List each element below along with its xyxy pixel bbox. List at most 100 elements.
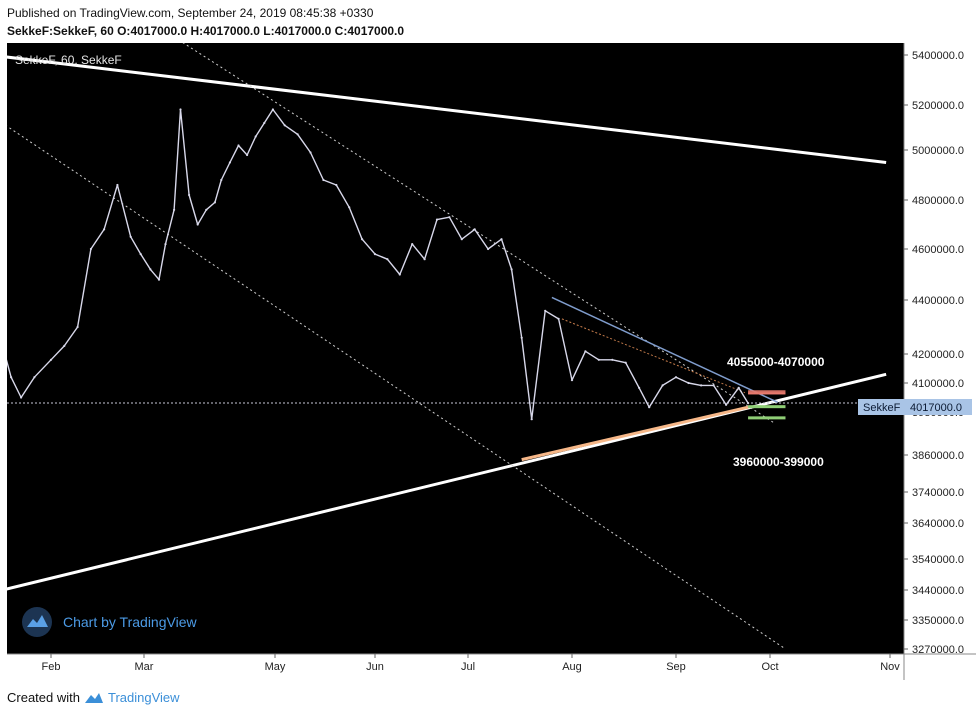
series-point xyxy=(63,344,66,347)
close-value: 4017000.0 xyxy=(347,24,405,38)
series-point xyxy=(423,258,426,261)
series-point xyxy=(76,325,79,329)
series-point xyxy=(510,268,513,271)
series-point xyxy=(179,108,182,111)
y-tick-label: 4600000.0 xyxy=(912,244,964,256)
series-point xyxy=(220,178,223,182)
series-point xyxy=(544,309,547,312)
y-tick-label: 3270000.0 xyxy=(912,644,964,656)
last-price-tag: SekkeF 4017000.0 xyxy=(858,399,972,415)
series-point xyxy=(263,121,266,125)
series-point xyxy=(10,376,13,379)
annotation-support: 3960000-399000 xyxy=(733,455,824,469)
series-point xyxy=(611,358,614,361)
x-tick-label: Aug xyxy=(562,661,582,673)
high-label: H: xyxy=(190,24,204,38)
drawings-layer xyxy=(7,43,887,650)
resistance-trendline xyxy=(551,296,779,404)
series-point xyxy=(460,238,463,241)
resistance-zone xyxy=(748,390,786,394)
series-point xyxy=(700,384,703,387)
tradingview-link[interactable]: TradingView xyxy=(107,690,180,705)
series-point xyxy=(271,108,274,111)
tradingview-footer-icon xyxy=(84,692,103,703)
x-tick-label: May xyxy=(265,661,286,673)
support-trendline xyxy=(521,405,749,462)
series-point xyxy=(139,253,142,256)
y-tick-label: 5200000.0 xyxy=(912,100,964,112)
x-tick-label: Nov xyxy=(880,661,900,673)
open-value: 4017000.0 xyxy=(130,24,188,38)
series-point xyxy=(570,379,574,382)
time-axis[interactable]: Feb Mar May Jun Jul Aug Sep Oct Nov xyxy=(42,654,901,673)
series-point xyxy=(737,386,740,389)
symbol-label: SekkeF:SekkeF, 60 xyxy=(7,24,114,38)
series-point xyxy=(520,336,523,339)
series-point xyxy=(149,268,152,271)
series-point xyxy=(129,235,132,238)
last-price-symbol: SekkeF xyxy=(863,402,901,414)
series-point xyxy=(205,208,208,211)
resistance-zone-line xyxy=(748,392,786,395)
footer: Created with TradingView xyxy=(7,690,180,705)
series-point xyxy=(254,135,257,138)
channel-upper-dotted xyxy=(182,43,775,424)
price-axis[interactable]: 5400000.0 5200000.0 5000000.0 4800000.0 4600… xyxy=(904,50,964,656)
open-label: O: xyxy=(117,24,131,38)
inner-dotted-trendline xyxy=(561,318,746,394)
series-point xyxy=(188,193,191,197)
series-point xyxy=(584,350,587,353)
plot-background xyxy=(7,43,904,654)
chart-title: SekkeF, 60, SekkeF xyxy=(15,53,122,67)
symbol-ohlc-line: SekkeF:SekkeF, 60 O:4017000.0 H:4017000.… xyxy=(7,24,404,38)
series-point xyxy=(435,218,439,221)
series-point xyxy=(283,124,286,127)
series-point xyxy=(309,151,312,154)
published-info: Published on TradingView.com, September … xyxy=(7,6,374,20)
support-zone-lower xyxy=(748,416,786,420)
series-point xyxy=(322,178,325,182)
series-point xyxy=(648,406,651,409)
series-layer xyxy=(7,108,750,421)
series-point xyxy=(500,238,503,241)
series-point xyxy=(448,216,451,219)
series-point xyxy=(103,228,106,231)
series-point xyxy=(164,243,167,246)
series-point xyxy=(49,358,53,361)
series-point xyxy=(361,238,364,241)
series-point xyxy=(173,208,176,211)
series-point xyxy=(228,161,231,164)
y-tick-label: 3440000.0 xyxy=(912,585,964,597)
series-point xyxy=(687,381,690,385)
watermark-text: Chart by TradingView xyxy=(63,614,197,630)
last-price-value: 4017000.0 xyxy=(910,402,962,414)
series-point xyxy=(557,317,560,320)
series-line-0 xyxy=(7,108,749,420)
y-tick-label: 5000000.0 xyxy=(912,145,964,157)
channel-lower-dotted xyxy=(7,125,786,650)
series-point xyxy=(398,273,401,276)
close-label: C: xyxy=(334,24,348,38)
series-point xyxy=(712,384,715,387)
series-point xyxy=(237,144,240,147)
series-point xyxy=(473,228,476,231)
annotation-resistance: 4055000-4070000 xyxy=(727,355,825,369)
x-tick-label: Jul xyxy=(461,661,475,673)
support-zone-upper xyxy=(748,405,786,409)
series-point xyxy=(196,223,199,226)
price-chart[interactable]: 5400000.0 5200000.0 5000000.0 4800000.0 4600… xyxy=(7,43,976,680)
chart-area[interactable]: 5400000.0 5200000.0 5000000.0 4800000.0 4600… xyxy=(7,43,976,680)
y-tick-label: 3860000.0 xyxy=(912,450,964,462)
x-tick-label: Oct xyxy=(761,661,778,673)
y-tick-label: 4200000.0 xyxy=(912,349,964,361)
y-tick-label: 4800000.0 xyxy=(912,195,964,207)
y-tick-label: 3540000.0 xyxy=(912,554,964,566)
series-point xyxy=(487,247,490,251)
series-point xyxy=(157,278,161,281)
tradingview-logo-icon xyxy=(22,607,52,637)
series-point xyxy=(411,243,414,246)
series-point xyxy=(638,386,641,389)
series-point xyxy=(386,258,389,261)
y-tick-label: 4400000.0 xyxy=(912,295,964,307)
series-point xyxy=(20,396,23,399)
